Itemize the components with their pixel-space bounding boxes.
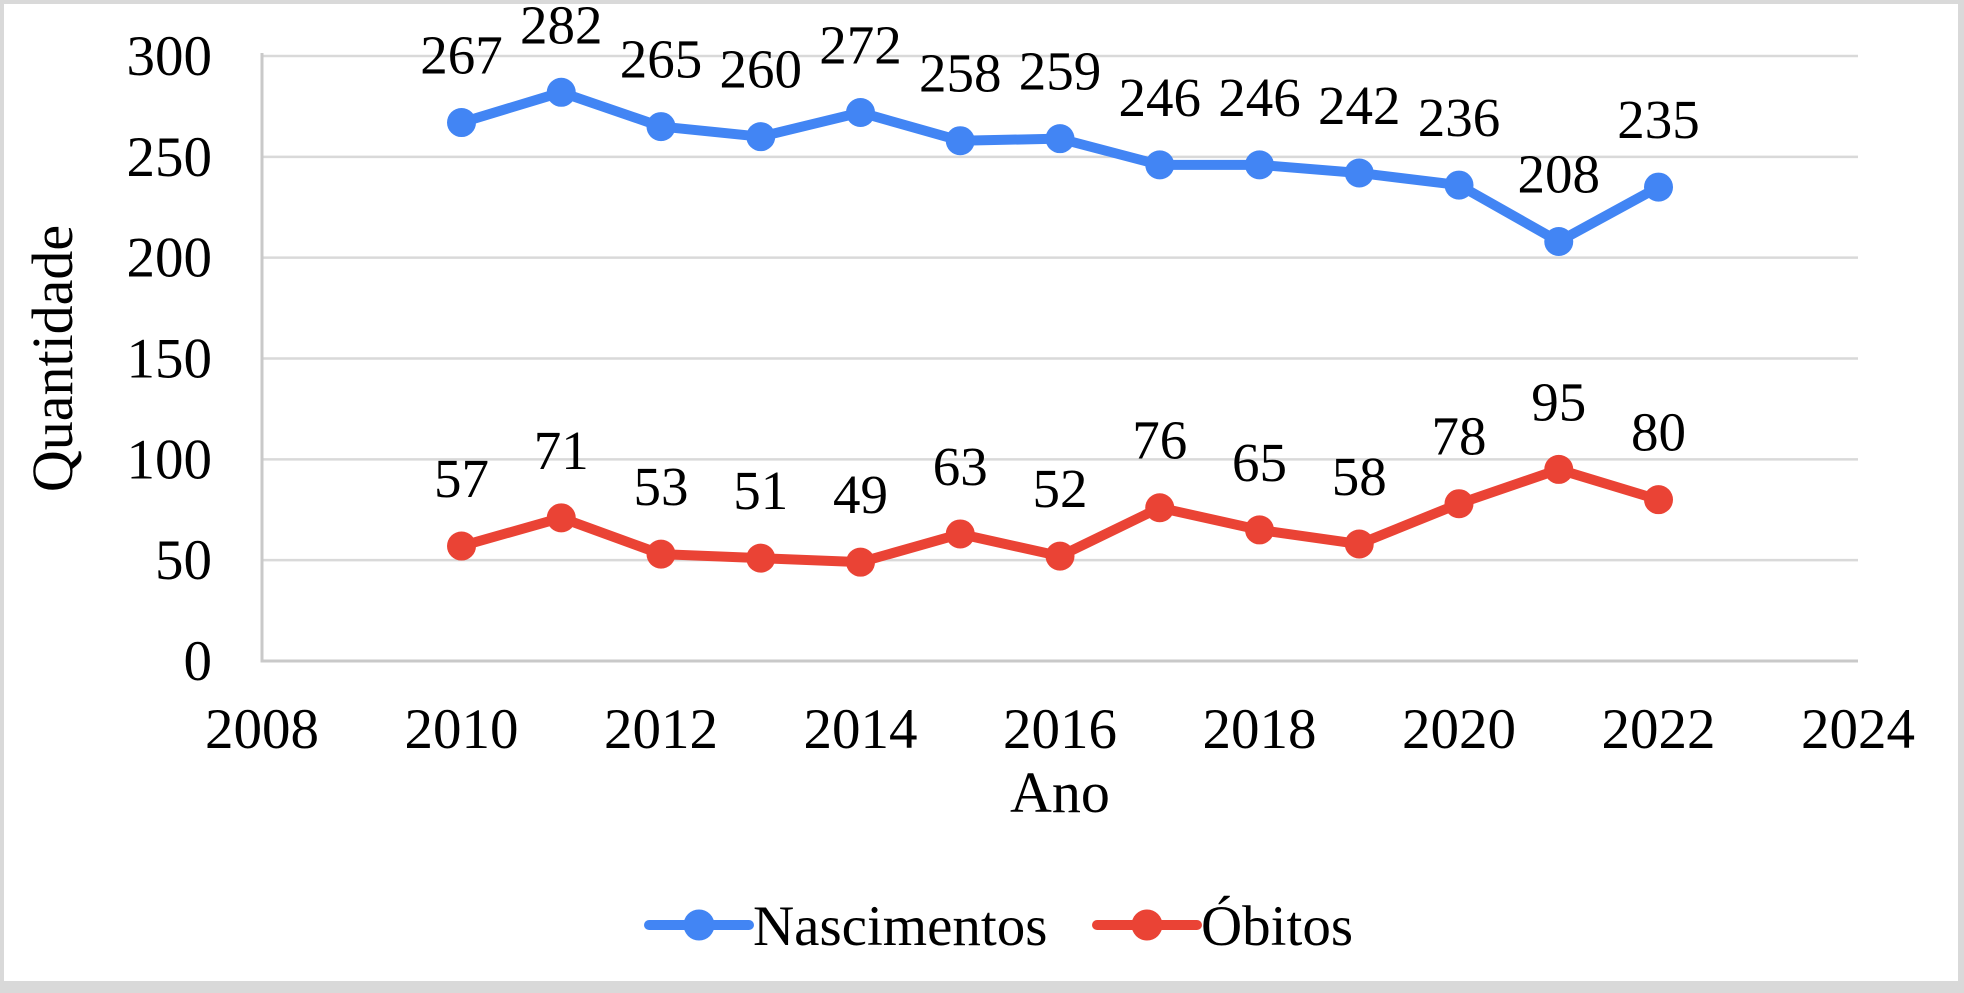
- frame-border-bottom: [0, 981, 1964, 993]
- data-label: 259: [1019, 41, 1102, 102]
- data-label: 246: [1218, 67, 1301, 128]
- data-point-marker: [546, 77, 576, 107]
- data-point-marker: [646, 539, 676, 569]
- x-tick-label: 2014: [804, 698, 918, 761]
- x-tick-label: 2010: [405, 698, 519, 761]
- data-label: 236: [1418, 87, 1501, 148]
- data-label: 258: [919, 43, 1002, 104]
- data-point-marker: [945, 519, 975, 549]
- data-point-marker: [1245, 515, 1274, 545]
- data-label: 52: [1033, 458, 1088, 519]
- data-label: 51: [733, 460, 788, 521]
- data-point-marker: [846, 97, 875, 127]
- data-point-marker: [1245, 150, 1274, 180]
- x-tick-label: 2018: [1203, 698, 1317, 761]
- data-point-marker: [1045, 124, 1075, 154]
- x-tick-label: 2016: [1003, 698, 1117, 761]
- data-label: 53: [634, 456, 689, 517]
- y-axis-title: Quantidade: [20, 225, 85, 492]
- data-point-marker: [1045, 541, 1075, 571]
- data-label: 63: [933, 436, 988, 497]
- data-point-marker: [1145, 493, 1175, 523]
- y-tick-label: 200: [127, 227, 213, 290]
- data-point-marker: [746, 122, 776, 152]
- data-point-marker: [1444, 489, 1474, 519]
- data-label: 80: [1631, 402, 1686, 463]
- y-tick-label: 150: [127, 328, 213, 391]
- data-point-marker: [1344, 158, 1374, 188]
- data-label: 235: [1617, 89, 1700, 150]
- x-axis-title: Ano: [1010, 760, 1110, 825]
- data-label: 208: [1518, 144, 1601, 205]
- data-point-marker: [945, 126, 975, 156]
- data-label: 260: [720, 39, 803, 100]
- data-label: 76: [1132, 410, 1187, 471]
- data-label: 95: [1531, 371, 1586, 432]
- data-point-marker: [1444, 170, 1474, 200]
- data-label: 246: [1119, 67, 1202, 128]
- frame-border-right: [1958, 0, 1964, 993]
- y-tick-label: 100: [127, 428, 213, 491]
- x-tick-label: 2020: [1402, 698, 1516, 761]
- frame-border-top: [0, 0, 1964, 4]
- data-label: 282: [520, 0, 603, 55]
- data-point-marker: [746, 543, 776, 573]
- y-tick-label: 50: [155, 529, 212, 592]
- x-tick-label: 2024: [1801, 698, 1915, 761]
- data-label: 272: [819, 14, 902, 75]
- data-point-marker: [646, 112, 676, 142]
- x-tick-label: 2008: [205, 698, 319, 761]
- data-label: 78: [1432, 406, 1487, 467]
- data-point-marker: [1145, 150, 1175, 180]
- data-point-marker: [546, 503, 576, 533]
- x-tick-label: 2012: [604, 698, 718, 761]
- x-tick-label: 2022: [1602, 698, 1716, 761]
- data-label: 58: [1332, 446, 1387, 507]
- legend-marker: [1131, 909, 1163, 941]
- y-tick-label: 0: [184, 630, 213, 693]
- y-tick-label: 250: [127, 126, 213, 189]
- data-point-marker: [1544, 454, 1574, 484]
- data-label: 71: [534, 420, 589, 481]
- frame-border-left: [0, 0, 4, 993]
- data-point-marker: [1344, 529, 1374, 559]
- legend-label: Óbitos: [1201, 895, 1353, 958]
- data-point-marker: [1644, 172, 1673, 202]
- data-point-marker: [1644, 485, 1673, 515]
- data-label: 49: [833, 464, 888, 525]
- data-label: 265: [620, 29, 703, 90]
- data-label: 242: [1318, 75, 1401, 136]
- data-point-marker: [447, 108, 476, 138]
- data-label: 267: [420, 25, 503, 86]
- legend-marker: [683, 909, 715, 941]
- data-point-marker: [447, 531, 476, 561]
- y-tick-label: 300: [127, 25, 213, 88]
- data-point-marker: [1544, 227, 1574, 257]
- data-label: 65: [1232, 432, 1287, 493]
- legend-label: Nascimentos: [753, 895, 1047, 958]
- data-label: 57: [434, 448, 489, 509]
- data-point-marker: [846, 547, 875, 577]
